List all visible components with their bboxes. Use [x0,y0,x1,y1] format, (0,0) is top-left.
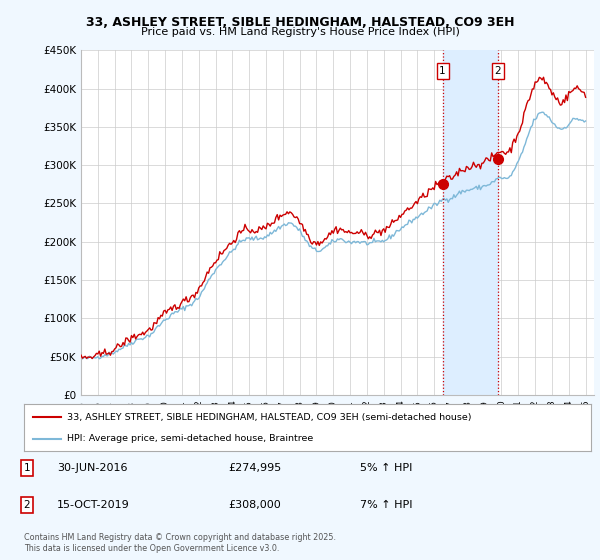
Bar [443,50,498,395]
Text: £274,995: £274,995 [228,463,281,473]
Text: 33, ASHLEY STREET, SIBLE HEDINGHAM, HALSTEAD, CO9 3EH: 33, ASHLEY STREET, SIBLE HEDINGHAM, HALS… [86,16,514,29]
Text: 5% ↑ HPI: 5% ↑ HPI [360,463,412,473]
Text: 15-OCT-2019: 15-OCT-2019 [57,500,130,510]
Text: £308,000: £308,000 [228,500,281,510]
Text: 1: 1 [439,66,446,76]
Text: Contains HM Land Registry data © Crown copyright and database right 2025.
This d: Contains HM Land Registry data © Crown c… [24,533,336,553]
Text: 33, ASHLEY STREET, SIBLE HEDINGHAM, HALSTEAD, CO9 3EH (semi-detached house): 33, ASHLEY STREET, SIBLE HEDINGHAM, HALS… [67,413,471,422]
Text: Price paid vs. HM Land Registry's House Price Index (HPI): Price paid vs. HM Land Registry's House … [140,27,460,37]
Text: 2: 2 [23,500,31,510]
Text: 7% ↑ HPI: 7% ↑ HPI [360,500,413,510]
Text: HPI: Average price, semi-detached house, Braintree: HPI: Average price, semi-detached house,… [67,434,313,443]
Text: 30-JUN-2016: 30-JUN-2016 [57,463,128,473]
Text: 1: 1 [23,463,31,473]
Text: 2: 2 [494,66,501,76]
